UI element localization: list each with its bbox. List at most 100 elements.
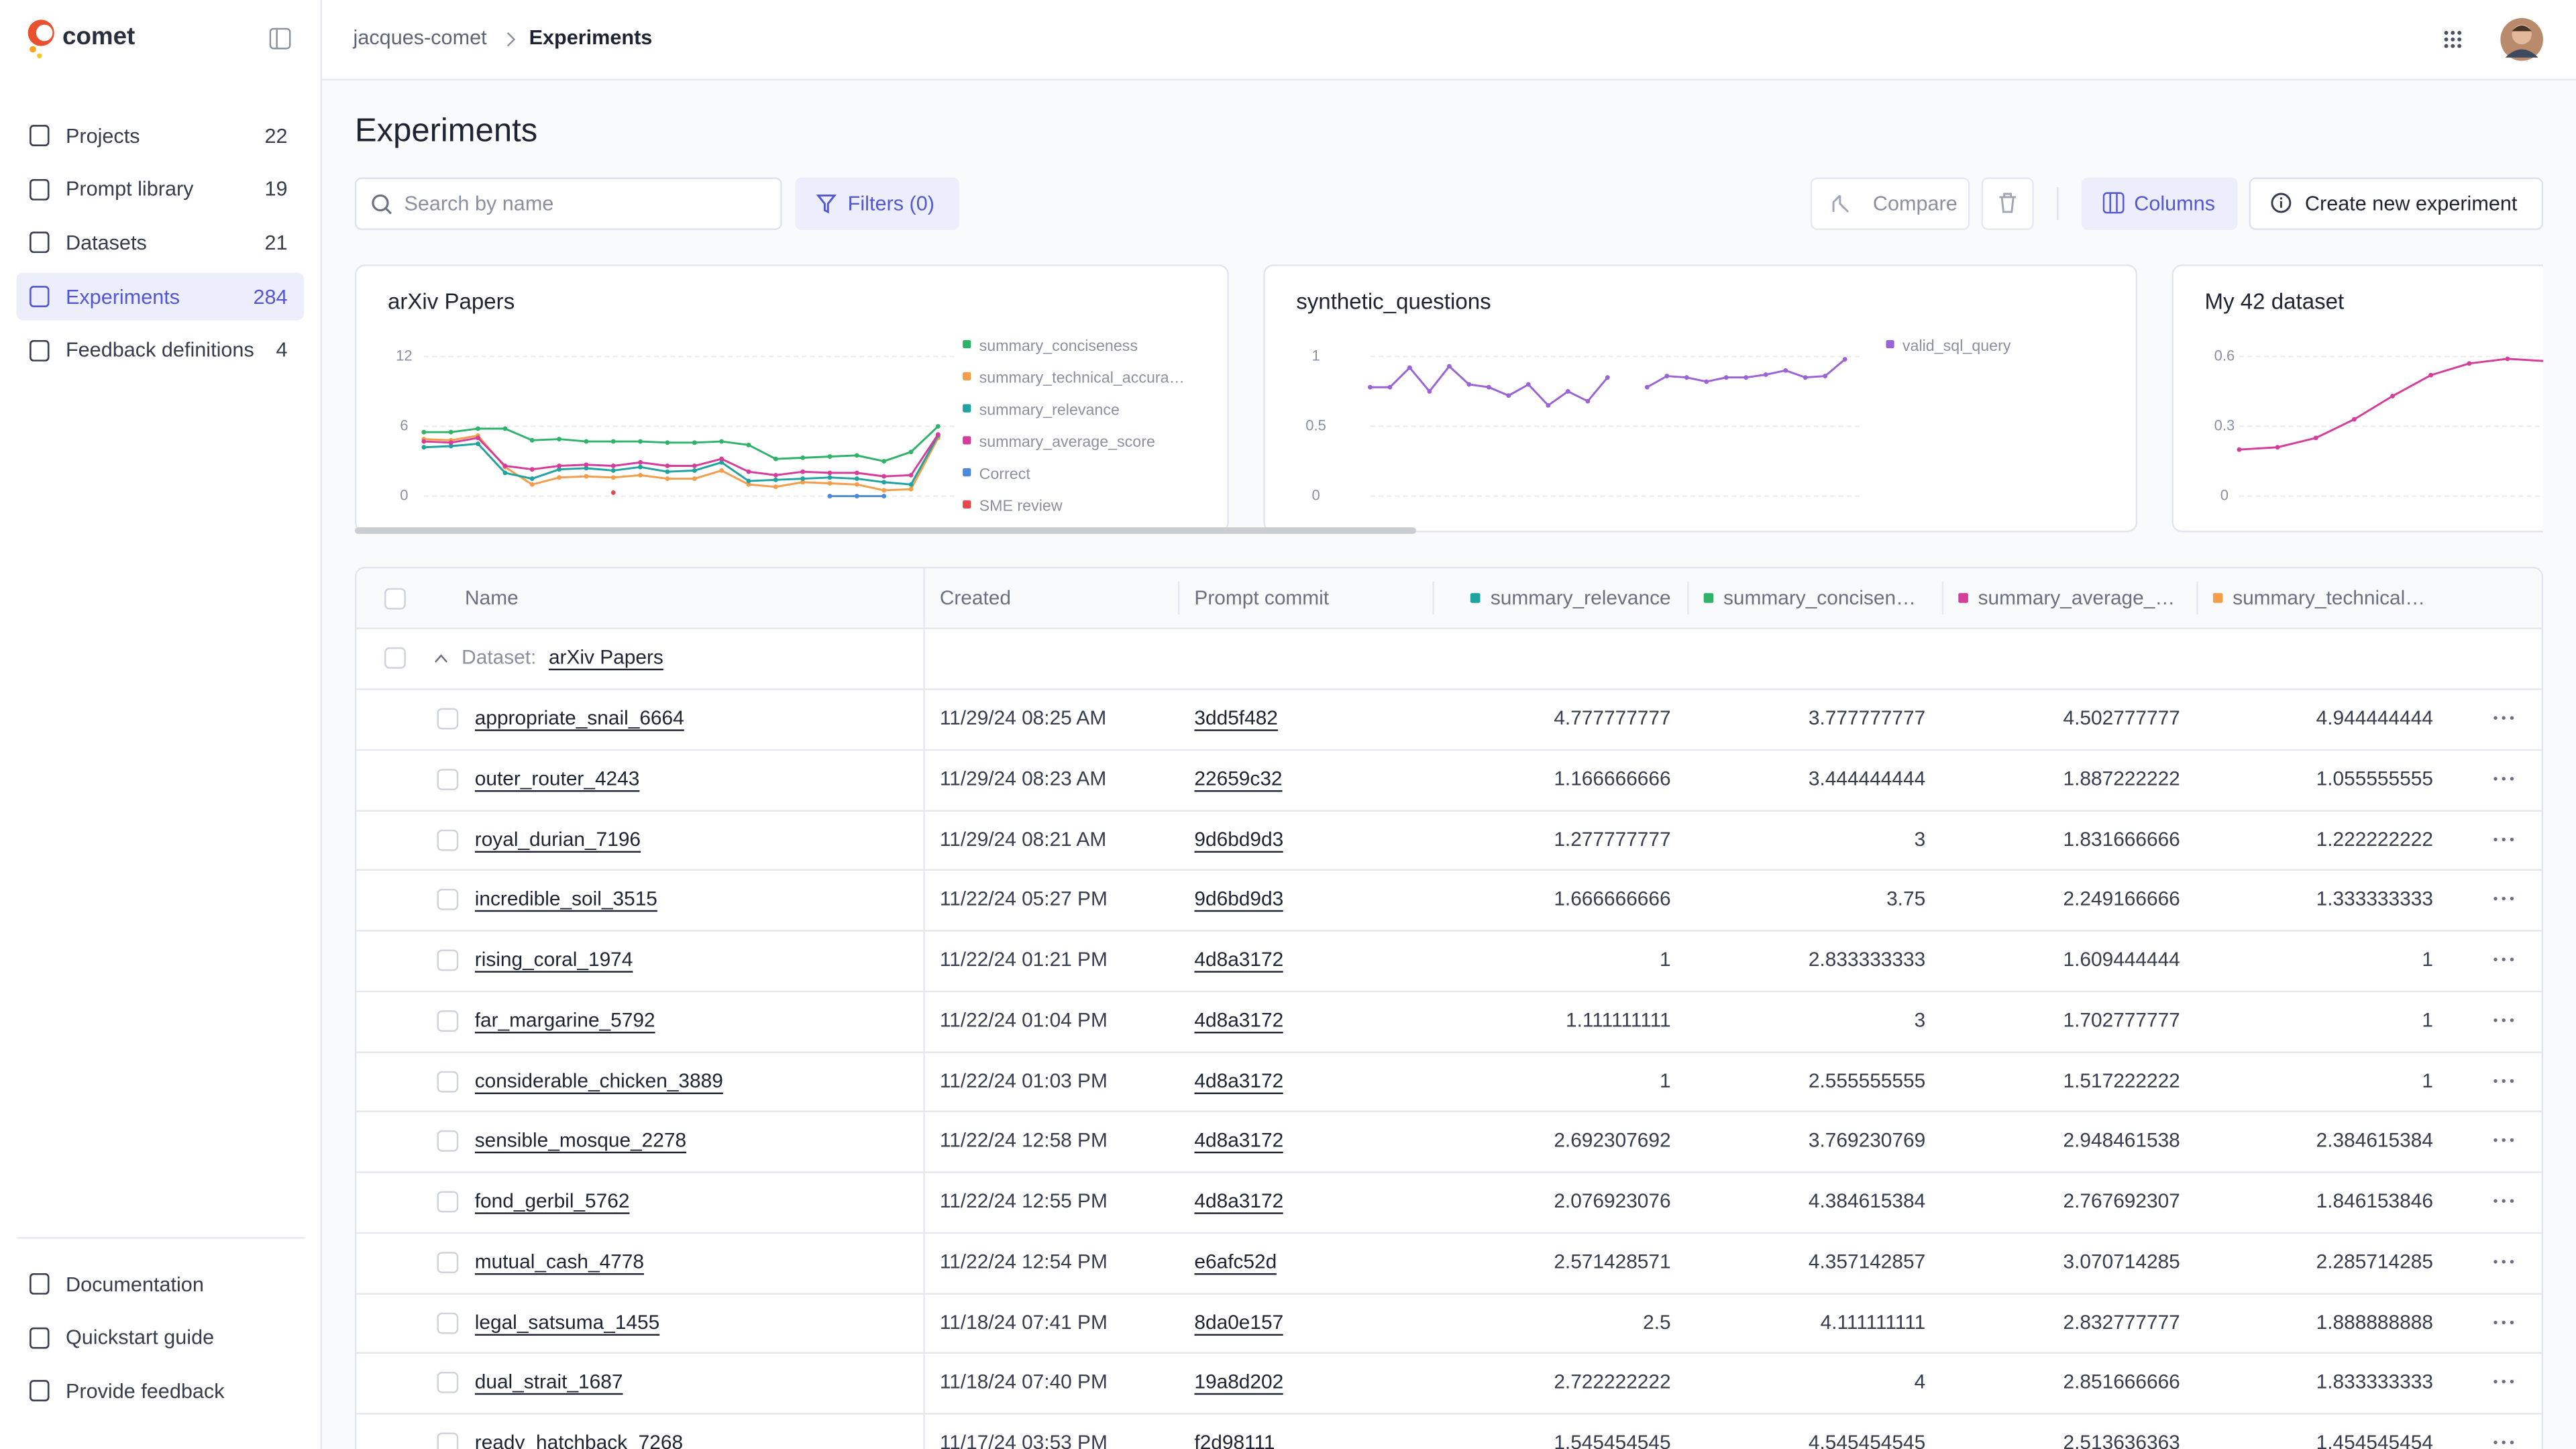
row-checkbox[interactable] — [437, 1251, 459, 1273]
group-toggle[interactable] — [434, 652, 449, 663]
table-row: incredible_soil_3515 11/22/24 05:27 PM 9d6… — [356, 869, 2542, 932]
row-checkbox[interactable] — [437, 828, 459, 851]
metric-value: 1 — [1660, 1069, 1671, 1092]
nav-item[interactable]: Prompt library 19 — [16, 166, 304, 213]
nav-item[interactable]: Feedback definitions 4 — [16, 327, 304, 374]
group-checkbox[interactable] — [384, 647, 406, 669]
column-header[interactable]: summary_conciseness — [1703, 568, 1925, 627]
prompt-commit[interactable]: 4d8a3172 — [1194, 1008, 1284, 1032]
legend-label[interactable]: SME review — [979, 497, 1063, 513]
experiment-name[interactable]: fond_gerbil_5762 — [474, 1189, 630, 1213]
column-header[interactable]: summary_average_score — [1958, 568, 2180, 627]
group-name[interactable]: arXiv Papers — [548, 645, 663, 669]
experiment-name[interactable]: far_margarine_5792 — [474, 1008, 655, 1032]
prompt-commit[interactable]: 4d8a3172 — [1194, 1189, 1284, 1213]
collapse-toggle[interactable] — [269, 28, 291, 50]
row-checkbox[interactable] — [437, 1311, 459, 1334]
prompt-commit[interactable]: 22659c32 — [1194, 767, 1283, 790]
experiment-name[interactable]: rising_coral_1974 — [474, 948, 633, 971]
column-header[interactable]: summary_technical_accuracy — [2212, 568, 2433, 627]
experiment-name[interactable]: outer_router_4243 — [474, 767, 640, 790]
avatar[interactable] — [2500, 17, 2544, 61]
search-input[interactable]: Search by name — [354, 177, 782, 230]
row-checkbox[interactable] — [437, 1010, 459, 1032]
chart-title: arXiv Papers — [387, 289, 515, 314]
nav-item[interactable]: Projects 22 — [16, 112, 304, 160]
legend-label[interactable]: summary_average_score — [979, 433, 1155, 450]
nav-count: 19 — [264, 177, 288, 201]
prompt-commit[interactable]: 4d8a3172 — [1194, 1129, 1284, 1152]
columns-button[interactable]: Columns — [2081, 177, 2238, 230]
select-all[interactable] — [384, 588, 406, 610]
column-header[interactable]: Created — [940, 568, 1186, 627]
row-checkbox[interactable] — [437, 1130, 459, 1152]
row-checkbox[interactable] — [437, 949, 459, 971]
experiment-name[interactable]: royal_durian_7196 — [474, 827, 641, 851]
experiment-name[interactable]: dual_strait_1687 — [474, 1371, 623, 1394]
row-menu[interactable] — [2492, 1077, 2515, 1083]
row-checkbox[interactable] — [437, 889, 459, 911]
row-menu[interactable] — [2492, 896, 2515, 902]
legend-label[interactable]: summary_relevance — [979, 400, 1120, 418]
row-menu[interactable] — [2492, 1258, 2515, 1265]
experiment-name[interactable]: sensible_mosque_2278 — [474, 1129, 687, 1152]
row-checkbox[interactable] — [437, 708, 459, 730]
row-menu[interactable] — [2492, 1197, 2515, 1204]
experiment-name[interactable]: appropriate_snail_6664 — [474, 706, 684, 730]
prompt-commit[interactable]: 9d6bd9d3 — [1194, 888, 1284, 911]
prompt-commit[interactable]: 3dd5f482 — [1194, 706, 1278, 730]
scrollbar[interactable] — [354, 527, 1417, 534]
row-menu[interactable] — [2492, 1318, 2515, 1325]
legend-label[interactable]: Correct — [979, 465, 1031, 482]
prompt-commit[interactable]: f2d98111 — [1194, 1431, 1275, 1449]
y-tick-label: 0 — [1311, 486, 1320, 503]
experiment-name[interactable]: incredible_soil_3515 — [474, 888, 657, 911]
experiment-name[interactable]: ready_hatchback_7268 — [474, 1431, 684, 1449]
column-header[interactable]: Prompt commit — [1194, 568, 1440, 627]
prompt-commit[interactable]: 4d8a3172 — [1194, 948, 1284, 971]
row-menu[interactable] — [2492, 775, 2515, 782]
row-checkbox[interactable] — [437, 1070, 459, 1092]
row-menu[interactable] — [2492, 1379, 2515, 1385]
experiment-name[interactable]: legal_satsuma_1455 — [474, 1310, 660, 1334]
row-menu[interactable] — [2492, 1439, 2515, 1446]
row-checkbox[interactable] — [437, 1372, 459, 1394]
experiment-name[interactable]: mutual_cash_4778 — [474, 1250, 644, 1273]
row-menu[interactable] — [2492, 714, 2515, 721]
row-checkbox[interactable] — [437, 768, 459, 790]
footer-item[interactable]: Quickstart guide — [16, 1313, 304, 1361]
row-menu[interactable] — [2492, 956, 2515, 963]
legend-label[interactable]: valid_sql_query — [1902, 337, 2011, 354]
prompt-commit[interactable]: 4d8a3172 — [1194, 1069, 1284, 1092]
prompt-commit[interactable]: e6afc52d — [1194, 1250, 1277, 1273]
row-menu[interactable] — [2492, 1016, 2515, 1023]
nav-item[interactable]: Datasets 21 — [16, 219, 304, 267]
delete-button[interactable] — [1981, 177, 2034, 230]
row-menu[interactable] — [2492, 1137, 2515, 1144]
compare-button[interactable]: Compare — [1810, 177, 1970, 230]
filters-button[interactable]: Filters (0) — [795, 177, 960, 230]
legend-label[interactable]: summary_technical_accura… — [979, 369, 1185, 386]
row-menu[interactable] — [2492, 835, 2515, 842]
experiment-name[interactable]: considerable_chicken_3889 — [474, 1069, 723, 1092]
breadcrumb-root[interactable]: jacques-comet — [353, 26, 487, 50]
nav-item[interactable]: Experiments 284 — [16, 272, 305, 321]
row-checkbox[interactable] — [437, 1191, 459, 1213]
column-header[interactable]: summary_relevance — [1449, 568, 1671, 627]
row-checkbox[interactable] — [437, 1432, 459, 1449]
footer-item[interactable]: Provide feedback — [16, 1368, 304, 1415]
footer-item[interactable]: Documentation — [16, 1260, 304, 1307]
create-button[interactable]: Create new experiment — [2249, 177, 2544, 230]
apps-icon[interactable] — [2443, 30, 2463, 49]
prompt-commit[interactable]: 9d6bd9d3 — [1194, 827, 1284, 851]
column-header[interactable]: Name — [465, 568, 908, 627]
metric-value: 1 — [1660, 948, 1671, 971]
legend-swatch — [963, 339, 971, 349]
metric-value: 4.777777777 — [1554, 706, 1671, 730]
prompt-commit[interactable]: 19a8d202 — [1194, 1371, 1284, 1394]
prompt-commit[interactable]: 8da0e157 — [1194, 1310, 1284, 1334]
logo-text: comet — [62, 23, 136, 51]
table-row: far_margarine_5792 11/22/24 01:04 PM 4d8a3… — [356, 990, 2542, 1053]
legend-label[interactable]: summary_conciseness — [979, 337, 1138, 354]
